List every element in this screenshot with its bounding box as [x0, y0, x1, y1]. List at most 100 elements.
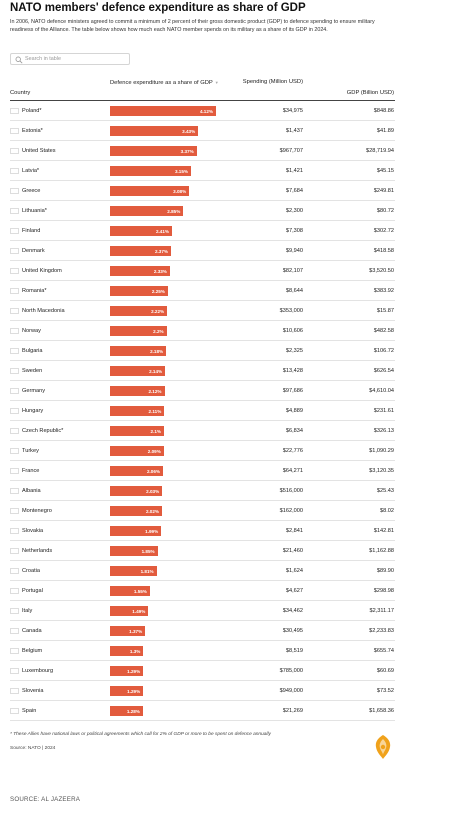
romania-flag-icon	[10, 288, 19, 294]
country-name: Hungary	[22, 408, 44, 414]
slovenia-flag-icon	[10, 688, 19, 694]
country-name: Belgium	[22, 648, 43, 654]
table-row: Hungary 2.11% $4,889 $231.61	[10, 401, 395, 421]
table-row: Spain 1.28% $21,269 $1,658.36	[10, 701, 395, 721]
country-name: Poland*	[22, 108, 42, 114]
gdp-value: $15.87	[376, 308, 394, 314]
table-row: Germany 2.12% $97,686 $4,610.04	[10, 381, 395, 401]
share-bar: 2.25%	[110, 286, 168, 296]
share-bar-label: 2.85%	[167, 208, 181, 214]
country-name: Czech Republic*	[22, 428, 64, 434]
share-bar-label: 2.14%	[149, 368, 163, 374]
spending-value: $949,000	[279, 688, 303, 694]
search-input[interactable]	[25, 54, 125, 64]
share-bar: 1.49%	[110, 606, 149, 616]
table-row: Sweden 2.14% $13,428 $626.54	[10, 361, 395, 381]
spending-value: $1,624	[285, 568, 303, 574]
table-row: Croatia 1.81% $1,624 $89.90	[10, 561, 395, 581]
country-name: France	[22, 468, 40, 474]
share-bar-label: 1.29%	[127, 668, 141, 674]
share-bar-label: 2.03%	[146, 488, 160, 494]
spending-value: $516,000	[279, 488, 303, 494]
spending-value: $34,975	[282, 108, 303, 114]
table-row: Denmark 2.37% $9,940 $418.58	[10, 241, 395, 261]
share-bar-label: 1.37%	[129, 628, 143, 634]
share-bar: 1.29%	[110, 666, 144, 676]
table-row: Latvia* 3.15% $1,421 $45.15	[10, 161, 395, 181]
gdp-value: $482.58	[373, 328, 394, 334]
country-name: Latvia*	[22, 168, 40, 174]
column-header-gdp[interactable]: GDP (Billion USD)	[346, 90, 394, 96]
poland-flag-icon	[10, 108, 19, 114]
column-header-share[interactable]: Defence expenditure as a share of GDP ▼	[110, 80, 219, 86]
share-bar-label: 3.15%	[174, 168, 188, 174]
search-box[interactable]	[10, 53, 130, 65]
table-row: Canada 1.37% $30,495 $2,233.83	[10, 621, 395, 641]
spending-value: $7,684	[285, 188, 303, 194]
spain-flag-icon	[10, 708, 19, 714]
spending-value: $1,421	[285, 168, 303, 174]
canada-flag-icon	[10, 628, 19, 634]
column-header-spending[interactable]: Spending (Million USD)	[242, 79, 303, 85]
spending-value: $21,269	[282, 708, 303, 714]
united-states-flag-icon	[10, 148, 19, 154]
share-bar-label: 2.12%	[148, 388, 162, 394]
spending-value: $97,686	[282, 388, 303, 394]
share-bar: 1.99%	[110, 526, 162, 536]
luxembourg-flag-icon	[10, 668, 19, 674]
country-name: Germany	[22, 388, 46, 394]
table-row: Turkey 2.09% $22,776 $1,090.29	[10, 441, 395, 461]
share-bar: 2.11%	[110, 406, 165, 416]
al-jazeera-logo-icon	[375, 735, 391, 759]
share-bar-label: 3.08%	[173, 188, 187, 194]
gdp-value: $28,719.94	[366, 148, 394, 154]
albania-flag-icon	[10, 488, 19, 494]
greece-flag-icon	[10, 188, 19, 194]
share-bar-label: 4.12%	[199, 108, 213, 114]
finland-flag-icon	[10, 228, 19, 234]
column-header-country[interactable]: Country	[10, 90, 31, 96]
share-bar-label: 2.09%	[147, 448, 161, 454]
spending-value: $82,107	[282, 268, 303, 274]
sweden-flag-icon	[10, 368, 19, 374]
share-bar: 2.41%	[110, 226, 172, 236]
gdp-value: $326.13	[373, 428, 394, 434]
gdp-value: $1,090.29	[369, 448, 394, 454]
country-name: North Macedonia	[22, 308, 65, 314]
north-macedonia-flag-icon	[10, 308, 19, 314]
country-name: Croatia	[22, 568, 41, 574]
share-bar-label: 1.28%	[126, 708, 140, 714]
spending-value: $967,707	[279, 148, 303, 154]
gdp-value: $89.90	[376, 568, 394, 574]
share-bar-label: 1.55%	[133, 588, 147, 594]
portugal-flag-icon	[10, 588, 19, 594]
france-flag-icon	[10, 468, 19, 474]
share-bar-label: 2.41%	[155, 228, 169, 234]
gdp-value: $8.02	[380, 508, 394, 514]
share-bar-label: 2.11%	[148, 408, 162, 414]
country-name: Portugal	[22, 588, 43, 594]
share-bar: 2.14%	[110, 366, 166, 376]
table-row: United Kingdom 2.33% $82,107 $3,520.50	[10, 261, 395, 281]
gdp-value: $1,162.88	[369, 548, 394, 554]
gdp-value: $142.81	[373, 528, 394, 534]
latvia-flag-icon	[10, 168, 19, 174]
table-row: United States 3.37% $967,707 $28,719.94	[10, 141, 395, 161]
spending-value: $30,495	[282, 628, 303, 634]
gdp-value: $1,658.36	[369, 708, 394, 714]
bulgaria-flag-icon	[10, 348, 19, 354]
gdp-value: $249.81	[373, 188, 394, 194]
country-name: Slovenia	[22, 688, 44, 694]
search-icon	[15, 56, 23, 64]
spending-value: $353,000	[279, 308, 303, 314]
spending-value: $1,437	[285, 128, 303, 134]
share-bar-label: 2.22%	[151, 308, 165, 314]
gdp-value: $4,610.04	[369, 388, 394, 394]
table-row: Albania 2.03% $516,000 $25.43	[10, 481, 395, 501]
share-bar-label: 2.06%	[146, 468, 160, 474]
share-bar: 2.1%	[110, 426, 164, 436]
table-row: Bulgaria 2.18% $2,325 $106.72	[10, 341, 395, 361]
table-row: Slovenia 1.29% $949,000 $73.52	[10, 681, 395, 701]
germany-flag-icon	[10, 388, 19, 394]
